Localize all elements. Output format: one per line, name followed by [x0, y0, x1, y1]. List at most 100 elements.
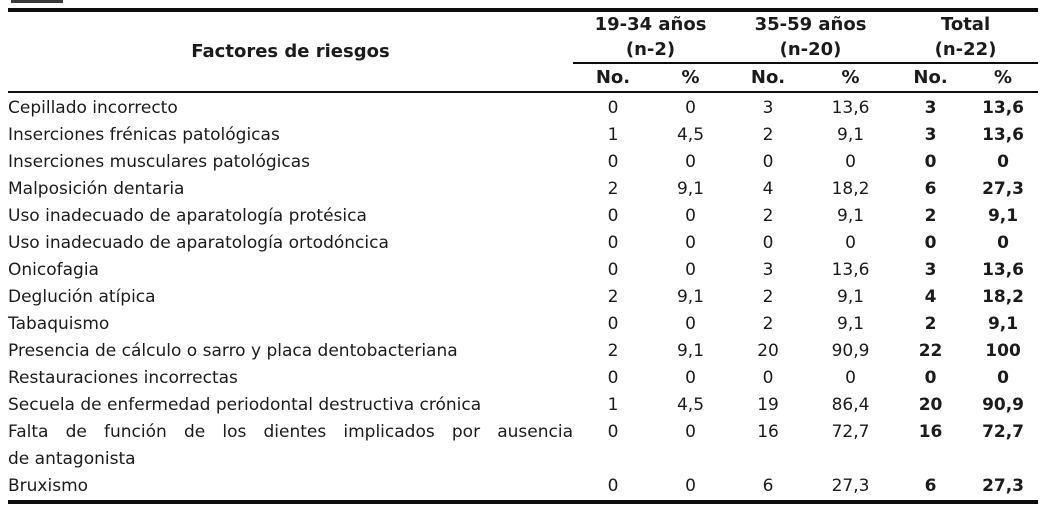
cell-pct-total: 0 — [997, 152, 1009, 172]
group-subtitle-total: (n-22) — [934, 39, 997, 60]
cell-no-total: 20 — [918, 395, 943, 415]
cell-no-19-34: 0 — [607, 152, 619, 172]
group-title-19-34: 19-34 años — [594, 14, 707, 35]
factor-label: Deglución atípica — [8, 287, 156, 307]
cell-pct-19-34: 9,1 — [676, 287, 705, 307]
cell-no-total: 4 — [924, 287, 937, 307]
factor-label: Uso inadecuado de aparatología ortodónci… — [8, 233, 389, 253]
factor-label: Presencia de cálculo o sarro y placa den… — [8, 341, 458, 361]
factor-column-header: Factores de riesgos — [8, 10, 573, 93]
table-row: Uso inadecuado de aparatología protésica… — [8, 203, 1038, 230]
cell-no-19-34: 0 — [607, 476, 619, 496]
cell-pct-35-59: 13,6 — [831, 260, 870, 280]
cell-no-35-59: 2 — [762, 287, 774, 307]
cell-no-19-34: 2 — [607, 341, 619, 361]
cell-no-19-34: 1 — [607, 395, 619, 415]
table-row: Falta de función de los dientes implicad… — [8, 419, 1038, 473]
factor-label: Inserciones frénicas patológicas — [8, 125, 280, 145]
cell-pct-35-59: 72,7 — [831, 422, 870, 442]
cell-no-total: 6 — [924, 179, 937, 199]
cell-no-total: 0 — [924, 152, 937, 172]
cell-no-19-34: 0 — [607, 314, 619, 334]
table-body: Cepillado incorrecto 0 0 3 13,6 3 13,6 I… — [8, 92, 1038, 502]
cell-pct-35-59: 0 — [845, 152, 856, 172]
cell-pct-35-59: 9,1 — [837, 206, 865, 226]
factor-label: Malposición dentaria — [8, 179, 185, 199]
group-header-total: Total (n-22) — [893, 10, 1039, 64]
cell-pct-19-34: 9,1 — [676, 179, 705, 199]
cell-no-35-59: 2 — [762, 125, 774, 145]
cell-no-19-34: 2 — [607, 179, 619, 199]
cell-no-35-59: 6 — [762, 476, 774, 496]
factor-label: Secuela de enfermedad periodontal destru… — [8, 395, 482, 415]
cell-pct-35-59: 0 — [845, 233, 856, 253]
cell-no-total: 2 — [924, 314, 937, 334]
group-subtitle-19-34: (n-2) — [625, 39, 676, 60]
subheader-no-19-34: No. — [573, 63, 653, 93]
factor-label: Tabaquismo — [8, 314, 110, 334]
table-row: Uso inadecuado de aparatología ortodónci… — [8, 230, 1038, 257]
cell-no-35-59: 0 — [762, 233, 774, 253]
factor-label: Falta de función de los dientes implicad… — [8, 419, 573, 473]
cell-no-35-59: 3 — [762, 260, 774, 280]
cell-no-35-59: 16 — [757, 422, 779, 442]
scan-crop-artifact — [11, 0, 63, 3]
table-row: Inserciones frénicas patológicas 1 4,5 2… — [8, 122, 1038, 149]
cell-pct-19-34: 0 — [685, 206, 696, 226]
cell-pct-19-34: 0 — [685, 476, 696, 496]
factor-label: Uso inadecuado de aparatología protésica — [8, 206, 367, 226]
cell-pct-total: 13,6 — [982, 260, 1025, 280]
table-row: Malposición dentaria 2 9,1 4 18,2 6 27,3 — [8, 176, 1038, 203]
header-sub-row: No. % No. % No. % — [8, 63, 1039, 93]
cell-no-19-34: 2 — [607, 287, 619, 307]
cell-pct-19-34: 9,1 — [676, 341, 705, 361]
cell-pct-19-34: 0 — [685, 260, 696, 280]
cell-no-total: 6 — [924, 476, 937, 496]
group-header-19-34: 19-34 años (n-2) — [573, 10, 729, 64]
cell-pct-total: 90,9 — [982, 395, 1025, 415]
subheader-pct-total: % — [968, 63, 1039, 93]
factor-label: Inserciones musculares patológicas — [8, 152, 311, 172]
cell-pct-35-59: 90,9 — [831, 341, 870, 361]
cell-pct-35-59: 9,1 — [837, 125, 865, 145]
cell-pct-35-59: 0 — [845, 368, 856, 388]
cell-no-19-34: 0 — [607, 206, 619, 226]
factor-label: Bruxismo — [8, 476, 89, 496]
risk-factors-table: Factores de riesgos 19-34 años (n-2) 35-… — [8, 8, 1039, 504]
cell-no-total: 22 — [918, 341, 943, 361]
cell-no-35-59: 20 — [757, 341, 779, 361]
group-title-35-59: 35-59 años — [754, 14, 867, 35]
factor-label: Restauraciones incorrectas — [8, 368, 238, 388]
cell-pct-19-34: 4,5 — [676, 125, 705, 145]
cell-no-total: 3 — [924, 98, 937, 118]
table-row: Deglución atípica 2 9,1 2 9,1 4 18,2 — [8, 284, 1038, 311]
table-row: Tabaquismo 0 0 2 9,1 2 9,1 — [8, 311, 1038, 338]
cell-no-total: 0 — [924, 368, 937, 388]
cell-pct-35-59: 9,1 — [837, 287, 865, 307]
cell-no-35-59: 0 — [762, 368, 774, 388]
cell-no-19-34: 0 — [607, 260, 619, 280]
cell-no-total: 0 — [924, 233, 937, 253]
cell-no-19-34: 1 — [607, 125, 619, 145]
table-row: Cepillado incorrecto 0 0 3 13,6 3 13,6 — [8, 92, 1038, 122]
cell-pct-total: 27,3 — [982, 179, 1025, 199]
cell-no-19-34: 0 — [607, 98, 619, 118]
cell-pct-19-34: 0 — [685, 368, 696, 388]
cell-pct-total: 13,6 — [982, 125, 1025, 145]
cell-pct-35-59: 9,1 — [837, 314, 865, 334]
cell-no-total: 2 — [924, 206, 937, 226]
cell-no-35-59: 4 — [762, 179, 774, 199]
subheader-pct-19-34: % — [653, 63, 729, 93]
cell-pct-19-34: 4,5 — [676, 395, 705, 415]
cell-pct-19-34: 0 — [685, 314, 696, 334]
cell-pct-19-34: 0 — [685, 233, 696, 253]
table-row: Restauraciones incorrectas 0 0 0 0 0 0 — [8, 365, 1038, 392]
cell-pct-19-34: 0 — [685, 98, 696, 118]
table-row: Secuela de enfermedad periodontal destru… — [8, 392, 1038, 419]
subheader-pct-35-59: % — [808, 63, 894, 93]
cell-no-total: 3 — [924, 125, 937, 145]
cell-no-19-34: 0 — [607, 233, 619, 253]
cell-pct-total: 0 — [997, 368, 1009, 388]
cell-no-35-59: 2 — [762, 206, 774, 226]
